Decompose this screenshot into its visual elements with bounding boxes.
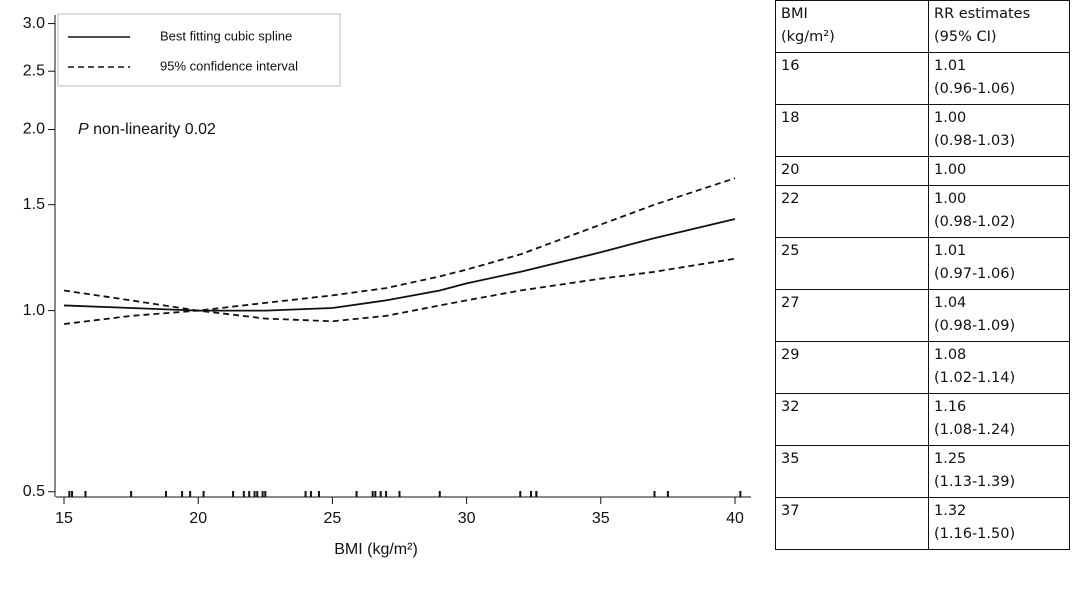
y-tick-label: 0.5: [23, 483, 45, 500]
table-row: 27 1.04 (0.98-1.09): [775, 289, 1070, 342]
cell-text: 1.32: [934, 503, 967, 519]
table-cell: 16: [775, 52, 929, 105]
cell-text: 25: [781, 243, 800, 259]
table-row: 18 1.00 (0.98-1.03): [775, 104, 1070, 157]
table-row: 37 1.32 (1.16-1.50): [775, 497, 1070, 550]
x-axis-label: BMI (kg/m²): [334, 541, 418, 558]
cell-text: RR estimates: [934, 6, 1031, 22]
table-cell: 37: [775, 497, 929, 550]
x-tick-label: 25: [324, 510, 342, 527]
rr-table: BMI (kg/m²) RR estimates (95% CI) 16 1.01 (0.9…: [775, 0, 1070, 550]
table-cell: 35: [775, 445, 929, 498]
ci-lower-line: [63, 257, 736, 325]
table-cell: 1.16 (1.08-1.24): [928, 393, 1070, 446]
cell-text: (1.13-1.39): [934, 474, 1016, 490]
cell-text: 1.16: [934, 399, 967, 415]
cell-text: 35: [781, 451, 800, 467]
cell-text: (kg/m²): [781, 29, 835, 45]
table-cell: 1.01 (0.97-1.06): [928, 237, 1070, 290]
table-cell: RR estimates (95% CI): [928, 0, 1070, 53]
table-cell: 1.01 (0.96-1.06): [928, 52, 1070, 105]
cell-text: 18: [781, 110, 800, 126]
table-row: 35 1.25 (1.13-1.39): [775, 445, 1070, 498]
x-tick-label: 30: [458, 510, 476, 527]
chart: BMI (kg/m²) P non-linearity 0.02 0.5 1.0 1…: [23, 13, 752, 558]
table-row: 16 1.01 (0.96-1.06): [775, 52, 1070, 105]
legend-label: Best fitting cubic spline: [160, 28, 292, 43]
annotation: P non-linearity 0.02: [78, 121, 216, 138]
table-cell: 20: [775, 156, 929, 186]
cell-text: 1.25: [934, 451, 967, 467]
cell-text: 29: [781, 347, 800, 363]
cell-text: 1.08: [934, 347, 967, 363]
ci-upper-line: [63, 177, 736, 312]
cell-text: (95% CI): [934, 29, 997, 45]
cell-text: (1.02-1.14): [934, 370, 1016, 386]
table-cell: 1.08 (1.02-1.14): [928, 341, 1070, 394]
cell-text: 22: [781, 191, 800, 207]
x-tick-label: 20: [189, 510, 207, 527]
table-cell: 25: [775, 237, 929, 290]
cell-text: (0.96-1.06): [934, 81, 1016, 97]
y-tick-label: 2.0: [23, 121, 45, 138]
x-tick-label: 35: [592, 510, 610, 527]
cell-text: 16: [781, 58, 800, 74]
table-body: BMI (kg/m²) RR estimates (95% CI) 16 1.01 (0.9…: [775, 0, 1070, 550]
y-tick-label: 1.5: [23, 196, 45, 213]
cell-text: 37: [781, 503, 800, 519]
cell-text: 1.00: [934, 191, 967, 207]
table-row: 32 1.16 (1.08-1.24): [775, 393, 1070, 446]
table-row: 20 1.00: [775, 156, 1070, 186]
table-cell: 1.04 (0.98-1.09): [928, 289, 1070, 342]
table-cell: 1.32 (1.16-1.50): [928, 497, 1070, 550]
legend-label: 95% confidence interval: [160, 58, 298, 73]
legend-box: [57, 13, 341, 87]
annotation-italic: P: [78, 121, 89, 138]
table-cell: 32: [775, 393, 929, 446]
cell-text: 20: [781, 162, 800, 178]
cell-text: 27: [781, 295, 800, 311]
x-tick-label: 40: [726, 510, 744, 527]
cell-text: (0.98-1.09): [934, 318, 1016, 334]
cell-text: 1.01: [934, 243, 967, 259]
cell-text: 1.00: [934, 162, 967, 178]
table-cell: 1.00 (0.98-1.02): [928, 185, 1070, 238]
y-tick-label: 2.5: [23, 62, 45, 79]
y-tick-label: 1.0: [23, 302, 45, 319]
cell-text: (1.16-1.50): [934, 526, 1016, 542]
annotation-text: non-linearity 0.02: [93, 121, 216, 138]
y-tick-label: 3.0: [23, 15, 45, 32]
table-cell: 27: [775, 289, 929, 342]
x-tick-label: 15: [55, 510, 73, 527]
table-row: 25 1.01 (0.97-1.06): [775, 237, 1070, 290]
cell-text: (0.97-1.06): [934, 266, 1016, 282]
cell-text: 1.00: [934, 110, 967, 126]
cell-text: 1.01: [934, 58, 967, 74]
cell-text: (1.08-1.24): [934, 422, 1016, 438]
table-cell: 29: [775, 341, 929, 394]
table-cell: BMI (kg/m²): [775, 0, 929, 53]
table-cell: 1.00 (0.98-1.03): [928, 104, 1070, 157]
cell-text: 32: [781, 399, 800, 415]
table-cell: 18: [775, 104, 929, 157]
table-header: BMI (kg/m²) RR estimates (95% CI): [775, 0, 1070, 53]
table-cell: 22: [775, 185, 929, 238]
table-row: 29 1.08 (1.02-1.14): [775, 341, 1070, 394]
spline-line: [63, 218, 736, 312]
table-cell: 1.25 (1.13-1.39): [928, 445, 1070, 498]
table-cell: 1.00: [928, 156, 1070, 186]
table-row: 22 1.00 (0.98-1.02): [775, 185, 1070, 238]
cell-text: BMI: [781, 6, 808, 22]
cell-text: 1.04: [934, 295, 967, 311]
cell-text: (0.98-1.03): [934, 133, 1016, 149]
cell-text: (0.98-1.02): [934, 214, 1016, 230]
